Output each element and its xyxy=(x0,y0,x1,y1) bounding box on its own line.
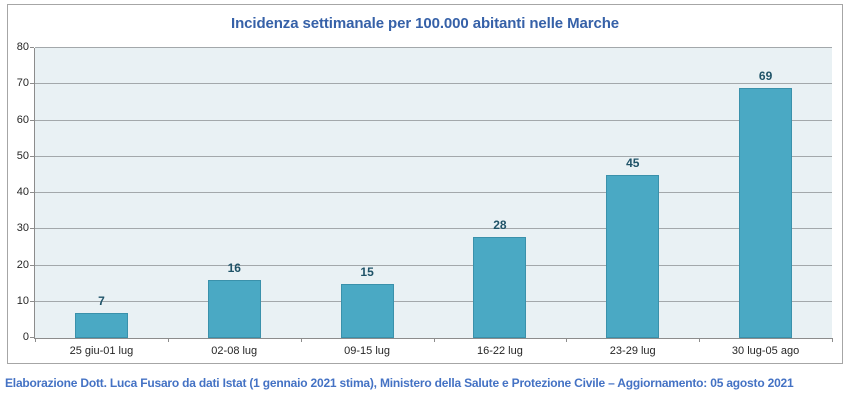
x-axis-tick xyxy=(832,338,833,342)
bar-value-label: 15 xyxy=(360,264,374,279)
x-axis-category-label: 02-08 lug xyxy=(211,345,258,357)
chart-frame: Incidenza settimanale per 100.000 abitan… xyxy=(7,4,843,364)
bar xyxy=(473,236,527,338)
gridline xyxy=(35,83,832,85)
x-axis-tick xyxy=(699,338,701,342)
bar-value-label: 69 xyxy=(758,68,773,83)
source-note: Elaborazione Dott. Luca Fusaro da dati I… xyxy=(5,376,794,390)
bar xyxy=(340,283,394,338)
x-axis-tick xyxy=(35,338,36,342)
y-axis-tick-label: 10 xyxy=(16,294,29,307)
x-axis-tick xyxy=(300,338,302,342)
y-axis-tick xyxy=(30,228,34,230)
y-axis-tick xyxy=(30,83,34,85)
x-axis-category-label: 23-29 lug xyxy=(609,345,656,357)
bar-value-label: 28 xyxy=(493,217,507,232)
y-axis-tick xyxy=(30,155,34,157)
bar-value-label: 16 xyxy=(227,261,241,275)
chart-title: Incidenza settimanale per 100.000 abitan… xyxy=(231,15,619,32)
x-axis-tick xyxy=(167,338,169,342)
y-axis-tick-label: 70 xyxy=(16,77,29,90)
y-axis-tick xyxy=(30,300,34,302)
gridline xyxy=(35,300,832,302)
gridline xyxy=(35,47,832,48)
bar xyxy=(606,174,660,338)
x-axis-tick xyxy=(433,338,435,342)
gridline xyxy=(35,264,832,266)
y-axis-tick xyxy=(30,192,34,193)
gridline xyxy=(35,228,832,230)
x-axis-category-label: 16-22 lug xyxy=(476,345,523,357)
y-axis-tick-label: 20 xyxy=(16,258,29,271)
y-axis-tick xyxy=(30,119,34,121)
y-axis-tick xyxy=(30,264,34,266)
bar-value-label: 7 xyxy=(98,293,105,308)
x-axis-category-label: 30 lug-05 ago xyxy=(731,345,800,357)
x-axis-category-label: 25 giu-01 lug xyxy=(69,345,134,357)
bar xyxy=(207,280,261,338)
bar xyxy=(74,312,128,338)
y-axis-tick-label: 80 xyxy=(16,41,29,53)
y-axis-tick-label: 50 xyxy=(16,149,29,162)
x-axis-category-label: 09-15 lug xyxy=(344,345,390,357)
gridline xyxy=(35,119,832,121)
y-axis-tick xyxy=(30,47,34,48)
y-axis-tick-label: 40 xyxy=(16,186,29,198)
y-axis-tick-label: 0 xyxy=(22,331,29,343)
y-axis-tick xyxy=(30,337,34,338)
bar xyxy=(739,87,793,338)
gridline xyxy=(35,155,832,157)
y-axis-tick-label: 60 xyxy=(16,113,29,126)
x-axis-tick xyxy=(566,338,568,342)
bar-value-label: 45 xyxy=(626,155,640,170)
plot-area: 0 10 20 30 40 50 60 70 80 7 25 giu-01 lug 16 02-08 l… xyxy=(17,41,833,357)
gridline xyxy=(35,192,832,193)
y-axis-tick-label: 30 xyxy=(16,222,29,235)
